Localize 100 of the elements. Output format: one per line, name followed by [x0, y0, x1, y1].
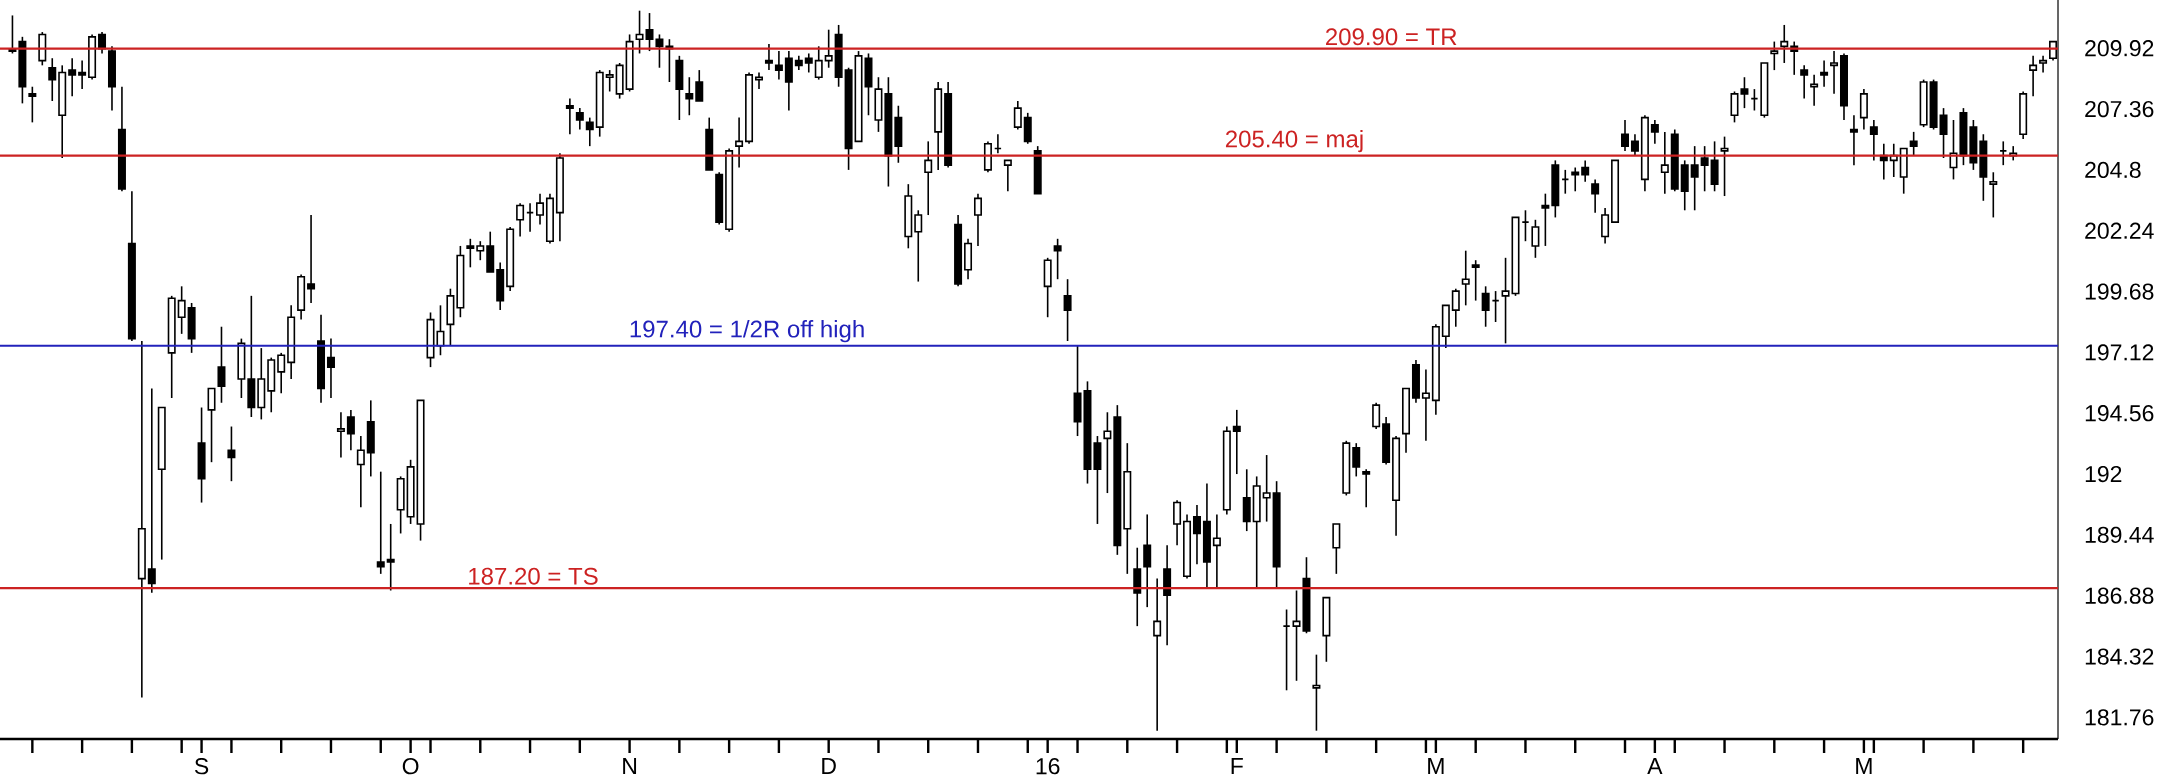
candlestick	[585, 116, 594, 147]
candlestick	[2039, 55, 2048, 74]
candlestick	[735, 116, 744, 169]
candlestick	[88, 33, 97, 81]
candlestick	[2019, 90, 2028, 140]
ref-line-label: 205.40 = maj	[1225, 129, 1363, 153]
candlestick	[287, 304, 296, 380]
candlestick	[1640, 114, 1649, 193]
y-tick-label: 207.36	[2085, 100, 2154, 118]
candlestick	[366, 399, 375, 478]
candlestick	[386, 523, 395, 592]
candlestick	[1421, 368, 1430, 442]
candlestick	[1352, 442, 1361, 478]
candlestick	[536, 192, 545, 226]
candlestick	[68, 57, 77, 98]
candlestick	[1461, 249, 1470, 307]
x-tick-label: F	[1231, 758, 1243, 774]
candlestick	[1103, 411, 1112, 494]
candlestick	[1202, 482, 1211, 589]
candlestick	[804, 52, 813, 74]
ref-line-label: 209.90 = TR	[1326, 28, 1457, 46]
candlestick	[227, 425, 236, 482]
candlestick	[1153, 577, 1162, 732]
candlestick	[1650, 119, 1659, 145]
candlestick	[784, 50, 793, 112]
candlestick	[516, 202, 525, 238]
candlestick	[376, 470, 385, 575]
candlestick	[575, 107, 584, 131]
candlestick	[137, 340, 146, 699]
x-tick-label: D	[822, 758, 836, 774]
candlestick	[1192, 504, 1201, 566]
candlestick	[1212, 513, 1221, 589]
ref-line-label: 187.20 = TS	[469, 567, 598, 585]
candlestick	[58, 64, 67, 159]
y-tick-label: 184.32	[2085, 648, 2154, 665]
y-tick-label: 209.92	[2085, 40, 2154, 57]
candlestick	[147, 387, 156, 594]
x-tick-label: O	[402, 758, 419, 775]
y-tick-label: 199.68	[2085, 283, 2154, 300]
y-tick-label: 202.24	[2085, 222, 2154, 239]
y-tick-label: 192	[2085, 465, 2122, 483]
candlestick	[1830, 50, 1839, 95]
y-tick-label: 204.8	[2085, 161, 2141, 179]
candlestick	[127, 190, 136, 342]
candlestick	[1800, 64, 1809, 100]
candlestick	[1143, 513, 1152, 608]
candlestick	[715, 171, 724, 226]
x-tick-label: 16	[1036, 758, 1060, 775]
candlestick	[794, 55, 803, 71]
candlestick	[914, 209, 923, 283]
candlestick	[774, 50, 783, 81]
candlestick	[336, 411, 345, 459]
candlestick	[1690, 145, 1699, 212]
candlestick	[1869, 119, 1878, 162]
candlestick	[944, 81, 953, 169]
candlestick	[307, 214, 316, 304]
candlestick	[1411, 359, 1420, 404]
candlestick	[565, 97, 574, 136]
ref-line-label: 197.40 = 1/2R off high	[630, 319, 864, 343]
candlestick	[2029, 55, 2038, 98]
candlestick	[1242, 468, 1251, 532]
candlestick	[814, 45, 823, 81]
x-tick-label: S	[194, 758, 209, 775]
candlestick	[1232, 409, 1241, 475]
x-tick-label: M	[1856, 758, 1872, 774]
candlestick	[934, 81, 943, 171]
candlestick	[1312, 653, 1321, 732]
candlestick	[1163, 544, 1172, 646]
candlestick	[1680, 159, 1689, 212]
candlestick	[197, 406, 206, 504]
y-tick-label: 189.44	[2085, 526, 2154, 544]
candlestick	[1262, 454, 1271, 523]
candlestick	[356, 435, 365, 509]
candlestick	[257, 347, 266, 421]
candlestick	[78, 59, 87, 90]
candlestick	[745, 71, 754, 145]
candlestick	[1810, 74, 1819, 107]
candlestick	[1362, 468, 1371, 509]
y-tick-label: 186.88	[2085, 587, 2154, 604]
candlestick	[1849, 114, 1858, 166]
y-tick-label: 197.12	[2085, 344, 2154, 361]
candlestick	[506, 226, 515, 292]
candlestick	[297, 273, 306, 321]
candlestick	[346, 409, 355, 452]
y-tick-label: 181.76	[2085, 709, 2154, 726]
candlestick	[973, 192, 982, 247]
candlestick	[1591, 178, 1600, 214]
candlestick	[1382, 416, 1391, 466]
candlestick	[1581, 159, 1590, 183]
x-tick-label: A	[1647, 758, 1663, 774]
candlestick	[1133, 546, 1142, 627]
candlestick	[595, 69, 604, 138]
x-tick-label: N	[623, 758, 637, 774]
candlestick	[1023, 112, 1032, 145]
candlestick	[496, 261, 505, 311]
candlestick	[326, 337, 335, 399]
candlestick	[1820, 59, 1829, 88]
candlestick	[545, 192, 554, 245]
candlestick	[764, 43, 773, 71]
candlestick	[1859, 88, 1868, 131]
